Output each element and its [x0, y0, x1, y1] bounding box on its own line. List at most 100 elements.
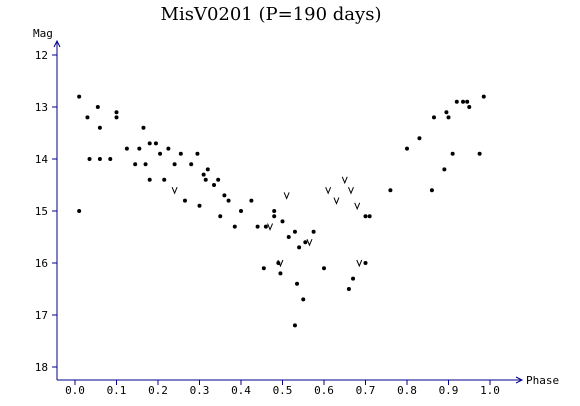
upper-limit-marker — [354, 202, 361, 211]
upper-limit-marker — [356, 259, 363, 268]
data-point — [286, 235, 291, 239]
axes — [53, 39, 524, 384]
data-point — [147, 177, 152, 182]
data-point — [124, 146, 129, 151]
data-point — [301, 297, 306, 302]
data-point — [405, 146, 409, 151]
data-point — [85, 115, 90, 120]
data-point — [346, 287, 351, 291]
data-point — [216, 177, 221, 182]
data-point — [477, 151, 482, 156]
data-point — [114, 110, 119, 115]
data-point — [137, 146, 142, 151]
data-point — [147, 141, 152, 146]
x-tick-label: 0.2 — [148, 384, 168, 397]
data-point — [446, 115, 451, 120]
data-point — [363, 261, 368, 265]
data-point — [442, 167, 447, 172]
data-point — [239, 209, 243, 213]
data-point — [297, 245, 302, 250]
data-point — [303, 240, 308, 245]
x-tick-label: 0.0 — [65, 384, 85, 397]
data-point — [95, 105, 100, 109]
upper-limit-marker — [171, 187, 178, 195]
data-point — [431, 115, 436, 120]
data-point — [417, 136, 422, 141]
data-point — [292, 323, 297, 328]
data-point — [465, 99, 470, 104]
data-point — [133, 162, 138, 167]
data-points — [77, 94, 486, 328]
data-point — [295, 281, 300, 286]
data-point — [108, 157, 113, 161]
data-point — [261, 266, 266, 271]
data-point — [388, 188, 393, 193]
x-tick-label: 0.3 — [190, 384, 210, 397]
y-axis-arrow — [53, 39, 61, 48]
data-point — [197, 203, 202, 208]
data-point — [97, 157, 102, 161]
upper-limit-marker — [306, 239, 313, 247]
y-tick-label: 14 — [35, 153, 49, 166]
x-tick-label: 0.6 — [314, 384, 334, 397]
data-point — [158, 151, 163, 156]
data-point — [114, 115, 119, 120]
data-point — [203, 177, 208, 182]
data-point — [205, 167, 210, 172]
data-point — [367, 214, 372, 219]
data-point — [226, 198, 231, 203]
data-point — [351, 276, 356, 281]
data-point — [278, 271, 283, 276]
y-tick-label: 17 — [35, 309, 48, 322]
upper-limit-marker — [325, 187, 332, 195]
chart-title: MisV0201 (P=190 days) — [161, 4, 382, 25]
data-point — [429, 188, 434, 193]
tick-labels: 0.0 0.1 0.2 0.3 0.4 0.5 0.6 0.7 0.8 0.9 1.0 12 13 14 1… — [35, 49, 500, 397]
data-point — [467, 105, 472, 109]
data-point — [292, 229, 297, 234]
data-point — [153, 141, 158, 146]
data-point — [222, 193, 227, 198]
data-point — [172, 162, 177, 167]
data-point — [454, 99, 459, 104]
y-tick-label: 18 — [35, 361, 48, 374]
y-tick-label: 13 — [35, 101, 48, 114]
data-point — [87, 157, 92, 161]
data-point — [212, 183, 217, 187]
x-tick-label: 0.5 — [273, 384, 293, 397]
data-point — [178, 151, 183, 156]
upper-limit-marker — [267, 223, 274, 231]
data-point — [481, 94, 486, 99]
data-point — [162, 177, 167, 182]
data-point — [255, 224, 260, 229]
data-point — [450, 151, 455, 156]
data-point — [322, 266, 326, 271]
data-point — [263, 224, 268, 229]
data-point — [363, 214, 368, 219]
x-axis-label: Phase — [526, 374, 559, 387]
data-point — [141, 125, 146, 130]
data-point — [249, 198, 254, 203]
x-tick-label: 0.8 — [397, 384, 417, 397]
data-point — [311, 229, 316, 234]
upper-limit-marker — [277, 259, 284, 268]
data-point — [201, 172, 206, 177]
data-point — [182, 198, 187, 203]
data-point — [166, 146, 171, 151]
x-tick-label: 1.0 — [480, 384, 500, 397]
data-point — [232, 224, 237, 229]
data-point — [280, 219, 285, 224]
data-point — [444, 110, 449, 115]
x-tick-label: 0.1 — [107, 384, 127, 397]
x-tick-label: 0.4 — [231, 384, 251, 397]
x-tick-label: 0.7 — [356, 384, 376, 397]
data-point — [77, 209, 82, 213]
data-point — [189, 162, 194, 167]
data-point — [461, 99, 466, 104]
data-point — [272, 209, 277, 213]
x-axis-arrow — [515, 376, 524, 384]
x-tick-label: 0.9 — [439, 384, 459, 397]
data-point — [97, 125, 102, 130]
data-point — [218, 214, 223, 219]
